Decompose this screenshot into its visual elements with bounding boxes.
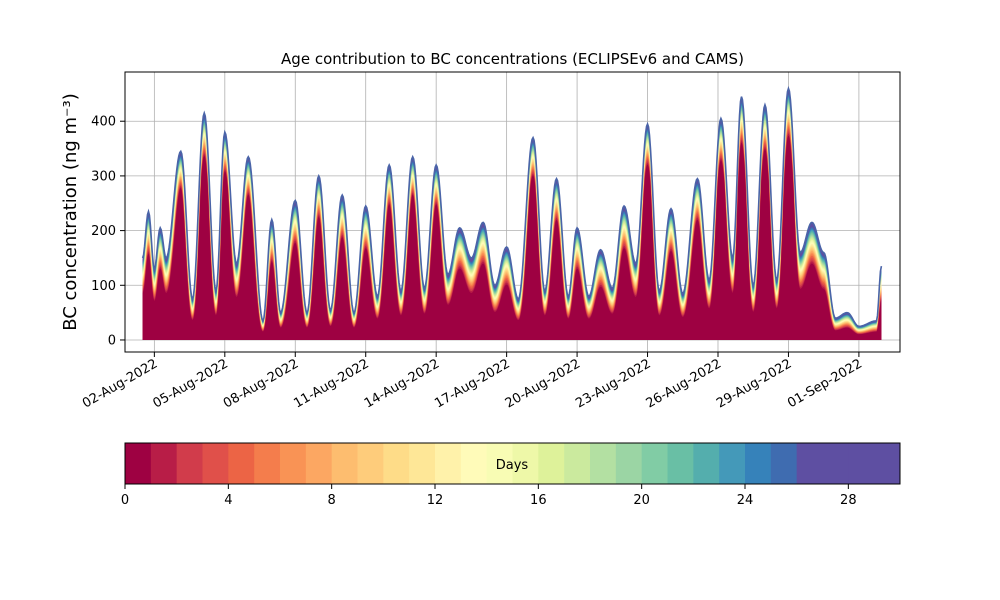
y-tick-label: 400 [91,115,116,130]
x-tick-label: 11-Aug-2022 [291,356,371,411]
colorbar-cell [228,443,255,484]
colorbar-tick-label: 4 [224,493,232,508]
x-tick-label: 08-Aug-2022 [221,356,301,411]
colorbar-cell [667,443,694,484]
x-tick-label: 14-Aug-2022 [362,356,442,411]
colorbar-cell [512,443,539,484]
colorbar-cell [822,443,849,484]
colorbar-cell [564,443,591,484]
colorbar-cell [280,443,307,484]
colorbar-cells [125,443,901,484]
colorbar-cell [202,443,229,484]
x-tick-label: 02-Aug-2022 [80,356,160,411]
colorbar-cell [590,443,617,484]
colorbar-cell [409,443,436,484]
x-tick-label: 26-Aug-2022 [644,356,724,411]
colorbar-frame [124,442,901,485]
colorbar-ticks: 0 4 8 12 16 20 24 28 [121,484,857,508]
y-axis-ticks: 0 100 200 300 400 [91,115,125,348]
total-concentration-line [141,85,883,328]
y-tick-label: 300 [91,169,116,184]
colorbar-tick-label: 16 [530,493,547,508]
colorbar-cell [176,443,203,484]
y-tick-label: 200 [91,224,116,239]
colorbar-cell [796,443,823,484]
colorbar-cell [848,443,875,484]
colorbar-cell [305,443,333,484]
chart-title: Age contribution to BC concentrations (E… [281,50,744,68]
colorbar-cell [435,443,462,484]
colorbar: Days 0 4 8 12 16 20 24 28 [121,442,901,508]
plot-area: 0 100 200 300 400 02-Aug-202205-Aug-202208-A… [80,71,901,412]
colorbar-tick-label: 12 [427,493,444,508]
x-tick-label: 01-Sep-2022 [785,356,865,411]
y-axis-label: BC concentration (ng m⁻³) [60,93,81,331]
colorbar-cell [874,443,901,484]
colorbar-label: Days [496,458,529,473]
colorbar-tick-label: 28 [840,493,857,508]
stacked-area-series [142,88,882,340]
colorbar-cell [460,443,488,484]
colorbar-cell [331,443,358,484]
age-layer-day-0 [142,135,882,340]
x-tick-label: 23-Aug-2022 [573,356,653,411]
colorbar-cell [486,443,513,484]
plot-frame [124,71,901,353]
colorbar-cell [538,443,565,484]
colorbar-cell [254,443,281,484]
y-tick-label: 100 [91,279,116,294]
colorbar-cell [693,443,720,484]
colorbar-cell [770,443,798,484]
x-tick-label: 29-Aug-2022 [714,356,794,411]
colorbar-tick-label: 8 [328,493,336,508]
colorbar-cell [615,443,643,484]
colorbar-cell [150,443,178,484]
y-tick-label: 0 [108,333,116,348]
x-tick-label: 20-Aug-2022 [503,356,583,411]
colorbar-tick-label: 24 [737,493,754,508]
colorbar-cell [745,443,772,484]
colorbar-cell [125,443,152,484]
colorbar-cell [357,443,384,484]
x-axis-ticks: 02-Aug-202205-Aug-202208-Aug-202211-Aug-… [80,352,865,412]
total-line [141,85,883,328]
colorbar-tick-label: 20 [633,493,650,508]
colorbar-cell [383,443,410,484]
x-tick-label: 05-Aug-2022 [150,356,230,411]
colorbar-tick-label: 0 [121,493,129,508]
colorbar-cell [641,443,668,484]
colorbar-cell [719,443,746,484]
x-tick-label: 17-Aug-2022 [432,356,512,411]
